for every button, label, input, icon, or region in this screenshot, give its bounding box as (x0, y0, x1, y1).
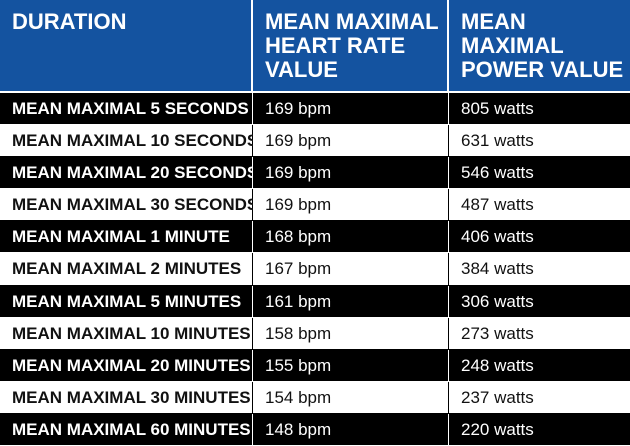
duration-cell: MEAN MAXIMAL 5 SECONDS (0, 93, 253, 126)
duration-cell: MEAN MAXIMAL 30 MINUTES (0, 381, 253, 414)
duration-cell: MEAN MAXIMAL 5 MINUTES (0, 285, 253, 318)
header-duration-label: DURATION (12, 9, 127, 34)
power-cell: 384 watts (449, 253, 630, 286)
heart-rate-cell: 169 bpm (253, 125, 449, 158)
duration-cell: MEAN MAXIMAL 10 MINUTES (0, 317, 253, 350)
power-cell: 273 watts (449, 317, 630, 350)
header-heart-rate: MEAN MAXIMAL HEART RATE VALUE (253, 0, 449, 93)
heart-rate-cell: 161 bpm (253, 285, 449, 318)
duration-cell: MEAN MAXIMAL 60 MINUTES (0, 413, 253, 446)
power-cell: 220 watts (449, 413, 630, 446)
heart-rate-cell: 155 bpm (253, 349, 449, 382)
header-power-label: MEAN MAXIMAL POWER VALUE (461, 9, 624, 82)
power-cell: 237 watts (449, 381, 630, 414)
heart-rate-cell: 154 bpm (253, 381, 449, 414)
duration-cell: MEAN MAXIMAL 10 SECONDS (0, 125, 258, 158)
power-cell: 306 watts (449, 285, 630, 318)
heart-rate-cell: 169 bpm (253, 157, 449, 190)
power-cell: 805 watts (449, 93, 630, 126)
power-cell: 406 watts (449, 221, 630, 254)
power-cell: 546 watts (449, 157, 630, 190)
heart-rate-cell: 169 bpm (253, 189, 449, 222)
power-cell: 248 watts (449, 349, 630, 382)
heart-rate-cell: 148 bpm (253, 413, 449, 446)
duration-cell: MEAN MAXIMAL 2 MINUTES (0, 253, 253, 286)
duration-cell: MEAN MAXIMAL 1 MINUTE (0, 221, 253, 254)
duration-cell: MEAN MAXIMAL 20 SECONDS (0, 157, 258, 190)
heart-rate-cell: 169 bpm (253, 93, 449, 126)
header-heart-rate-label: MEAN MAXIMAL HEART RATE VALUE (265, 9, 439, 82)
power-cell: 631 watts (449, 125, 630, 158)
header-power: MEAN MAXIMAL POWER VALUE (449, 0, 630, 93)
heart-rate-cell: 158 bpm (253, 317, 449, 350)
header-duration: DURATION (0, 0, 253, 93)
power-cell: 487 watts (449, 189, 630, 222)
heart-rate-cell: 168 bpm (253, 221, 449, 254)
heart-rate-cell: 167 bpm (253, 253, 449, 286)
duration-cell: MEAN MAXIMAL 20 MINUTES (0, 349, 253, 382)
duration-cell: MEAN MAXIMAL 30 SECONDS (0, 189, 258, 222)
